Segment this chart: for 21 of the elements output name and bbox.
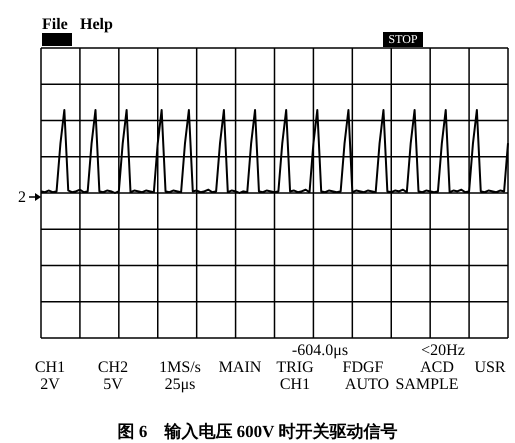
text: 2V: [40, 376, 60, 394]
text: CH2: [98, 359, 128, 377]
text: AUTO: [344, 376, 390, 394]
text: <20Hz: [421, 342, 465, 360]
text: 5V: [103, 376, 123, 394]
text: Help: [80, 16, 113, 34]
text: STOP: [383, 32, 423, 47]
text: CH1: [34, 359, 66, 377]
text: File: [42, 16, 68, 34]
text: -604.0μs: [292, 342, 348, 360]
text: 图 6 输入电压 600V 时开关驱动信号: [116, 421, 398, 443]
text: FDGF: [342, 359, 384, 377]
text: 1MS/s: [159, 359, 201, 377]
text: CH1: [280, 376, 310, 394]
text: TRIG: [276, 359, 314, 377]
text: 25μs: [164, 376, 196, 394]
text: MAIN: [218, 359, 262, 377]
text: USR: [474, 359, 506, 377]
text: 2: [18, 189, 26, 207]
text: SAMPLE: [395, 376, 459, 394]
text: ACD: [420, 359, 454, 377]
